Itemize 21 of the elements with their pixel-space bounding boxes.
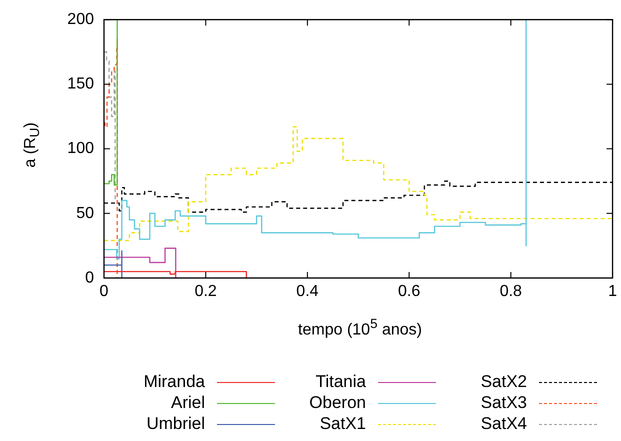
y-tick-label: 200 <box>67 11 94 28</box>
y-tick-label: 0 <box>85 269 94 286</box>
x-tick-label: 0.2 <box>194 283 217 300</box>
legend-label: SatX2 <box>480 372 527 392</box>
legend-label: SatX1 <box>318 414 366 434</box>
legend-label: Titania <box>314 372 366 392</box>
x-axis-title: tempo (10$^{5}$ anos) <box>298 316 422 340</box>
x-tick-label: 0 <box>100 283 109 300</box>
x-tick-label: 0.6 <box>398 283 420 300</box>
x-tick-label: 0.8 <box>500 283 522 300</box>
legend-label: Miranda <box>142 372 205 392</box>
legend-label: SatX4 <box>480 414 527 434</box>
y-tick-label: 100 <box>67 140 94 158</box>
y-tick-label: 50 <box>76 204 94 222</box>
x-tick-label: 0.4 <box>296 283 319 300</box>
x-tick-label: 1 <box>608 283 618 300</box>
legend-label: SatX3 <box>480 393 527 413</box>
y-tick-label: 150 <box>67 76 94 93</box>
legend-label: Umbriel <box>145 414 205 434</box>
legend-label: Oberon <box>308 393 366 413</box>
legend-label: Ariel <box>170 393 205 413</box>
